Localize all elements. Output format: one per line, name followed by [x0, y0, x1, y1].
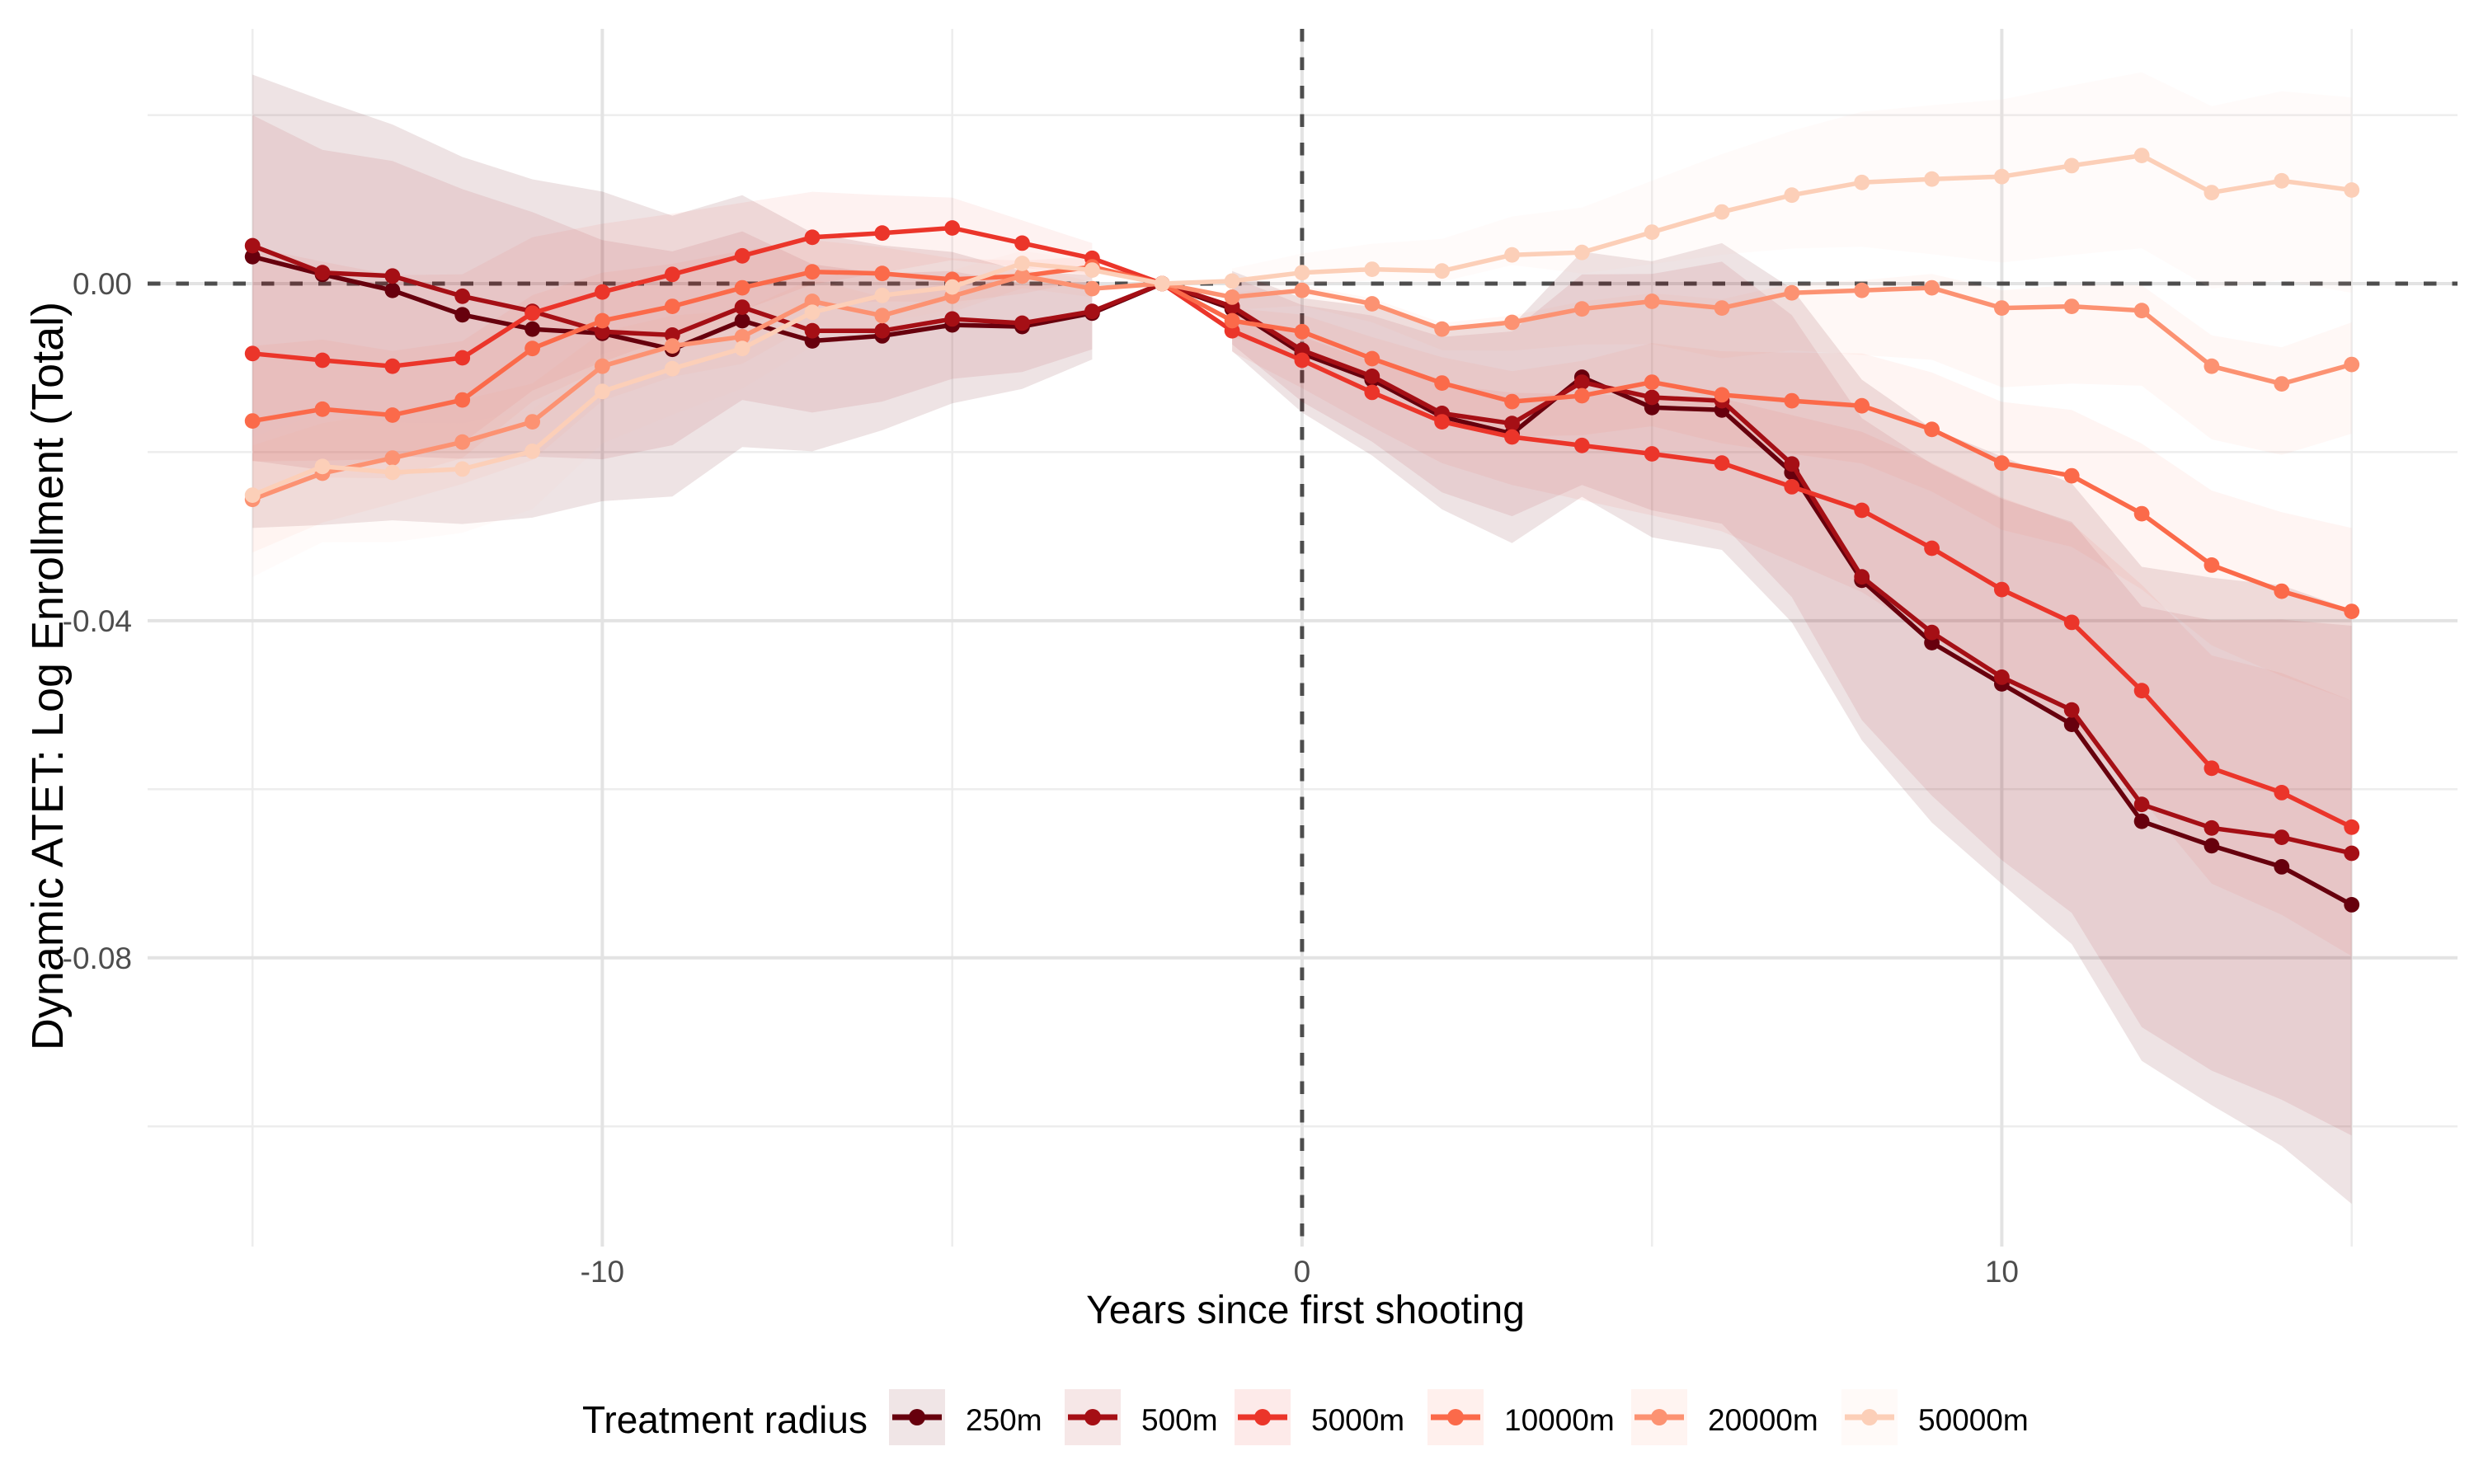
svg-text:10000m: 10000m — [1504, 1403, 1615, 1437]
svg-text:-10: -10 — [581, 1255, 624, 1289]
svg-text:-0.04: -0.04 — [63, 604, 132, 638]
svg-text:20000m: 20000m — [1708, 1403, 1818, 1437]
svg-text:5000m: 5000m — [1311, 1403, 1404, 1437]
svg-text:0: 0 — [1294, 1255, 1311, 1289]
svg-text:-0.08: -0.08 — [63, 942, 132, 975]
svg-text:500m: 500m — [1141, 1403, 1218, 1437]
svg-text:10: 10 — [1985, 1255, 2019, 1289]
svg-text:Treatment radius: Treatment radius — [582, 1398, 868, 1441]
svg-text:Years since first shooting: Years since first shooting — [1086, 1289, 1525, 1332]
svg-text:0.00: 0.00 — [73, 267, 132, 301]
svg-text:250m: 250m — [966, 1403, 1042, 1437]
svg-text:Dynamic ATET: Log Enrollment (: Dynamic ATET: Log Enrollment (Total) — [23, 302, 73, 1050]
svg-text:50000m: 50000m — [1918, 1403, 2029, 1437]
